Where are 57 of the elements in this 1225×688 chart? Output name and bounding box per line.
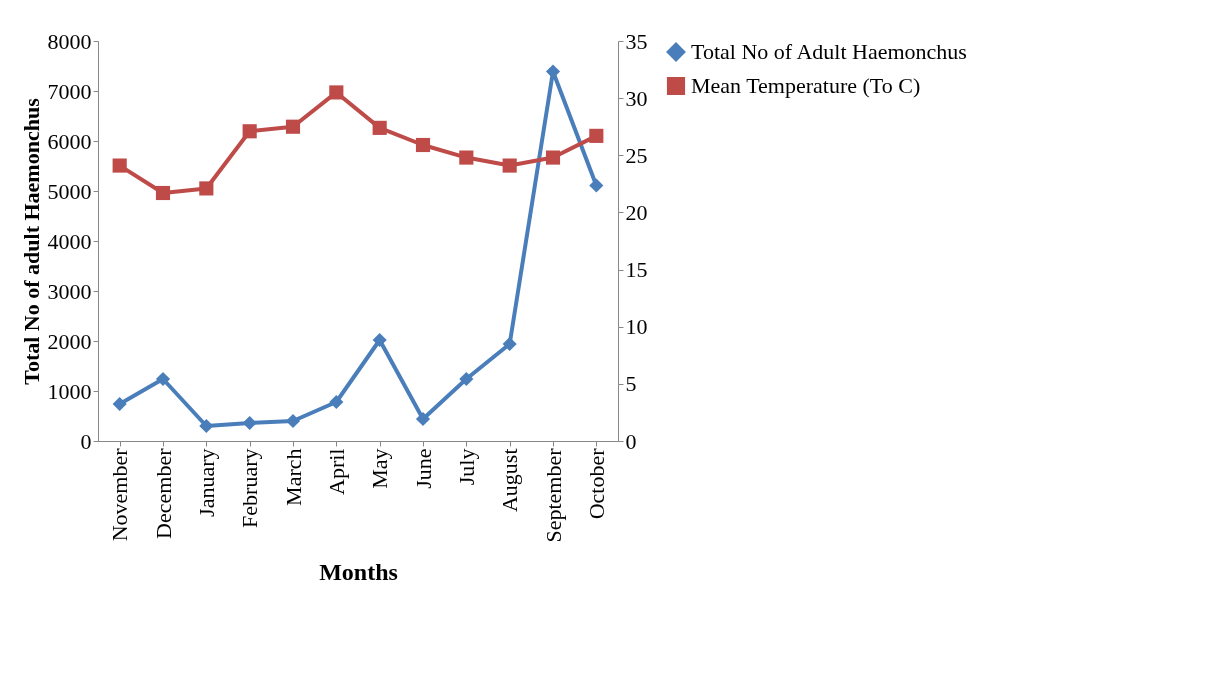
point: [112, 158, 127, 173]
point: [329, 85, 344, 100]
y2-tick-label: 35: [625, 28, 648, 54]
point: [329, 394, 344, 410]
point: [502, 336, 517, 352]
x-tick-label: May: [367, 448, 393, 489]
point: [155, 371, 171, 387]
y-tick-label: 3000: [47, 278, 92, 304]
y-tick-label: 7000: [47, 78, 92, 104]
y-tick-label: 1000: [47, 378, 92, 404]
point: [415, 411, 431, 427]
point: [372, 120, 387, 135]
x-tick-label: January: [193, 448, 219, 517]
x-tick-label: September: [540, 447, 566, 543]
x-tick-label: November: [107, 447, 133, 542]
point: [545, 64, 561, 79]
x-tick-label: October: [583, 447, 609, 520]
y-axis-title: Total No of adult Haemonchus: [18, 97, 44, 385]
point: [242, 415, 257, 431]
y-tick-label: 6000: [47, 128, 92, 154]
y2-tick-label: 25: [625, 142, 648, 168]
legend-label: Total No of Adult Haemonchus: [691, 39, 967, 64]
point: [372, 332, 387, 348]
y2-tick-label: 0: [625, 428, 637, 454]
y2-tick-label: 10: [625, 314, 648, 340]
x-tick-label: December: [150, 447, 176, 539]
point: [199, 181, 214, 196]
y-tick-label: 0: [80, 428, 92, 454]
x-tick-label: June: [410, 448, 436, 489]
point: [545, 150, 561, 165]
x-tick-label: March: [280, 448, 306, 506]
x-tick-label: February: [237, 448, 263, 528]
x-axis-title: Months: [319, 558, 398, 585]
x-tick-label: August: [497, 448, 523, 513]
point: [589, 128, 604, 143]
point: [242, 124, 257, 139]
point: [459, 371, 474, 387]
point: [199, 418, 214, 434]
legend-label: Mean Temperature (To C): [691, 73, 921, 98]
y-tick-label: 8000: [47, 28, 92, 54]
y2-tick-label: 20: [625, 199, 648, 225]
point: [285, 413, 301, 429]
point: [459, 150, 474, 165]
x-tick-label: July: [453, 448, 479, 486]
x-tick-label: April: [323, 448, 349, 495]
point: [112, 396, 127, 412]
point: [285, 119, 301, 134]
y2-tick-label: 30: [625, 85, 648, 111]
y-tick-label: 2000: [47, 328, 92, 354]
y-tick-label: 5000: [47, 178, 92, 204]
y-tick-label: 4000: [47, 228, 92, 254]
y2-tick-label: 15: [625, 257, 648, 283]
point: [415, 137, 431, 153]
point: [502, 158, 517, 173]
point: [155, 185, 171, 201]
point: [589, 178, 604, 193]
y2-tick-label: 5: [625, 371, 637, 397]
